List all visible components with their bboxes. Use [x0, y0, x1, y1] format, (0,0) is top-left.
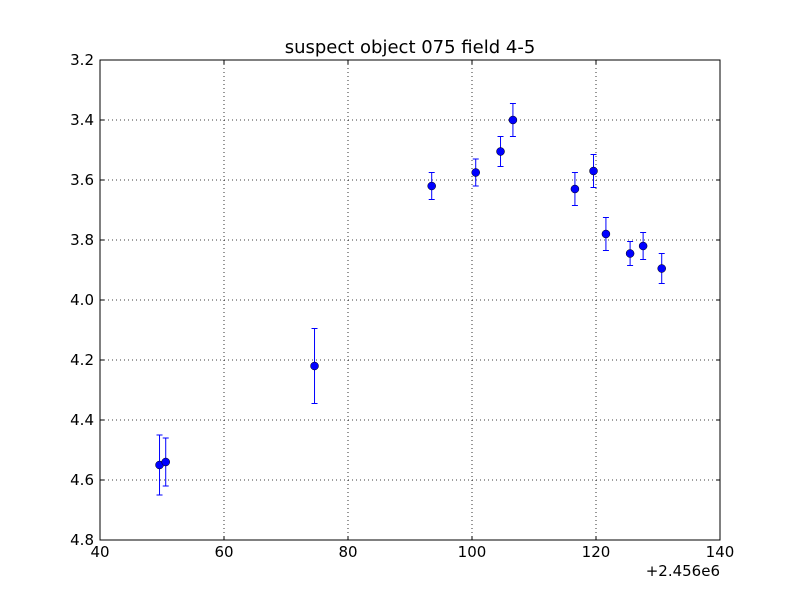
- tick-labels: 40 60 80 100 120 140 3.2 3.4 3.6 3.8 4.0 4.2 4.4 4.6 4…: [70, 51, 734, 561]
- data-point: [657, 264, 666, 273]
- x-tick-label: 100: [458, 543, 487, 561]
- y-tick-label: 4.2: [70, 351, 94, 369]
- y-tick-label: 3.2: [70, 51, 94, 69]
- y-tick-label: 4.6: [70, 471, 94, 489]
- data-point: [625, 249, 635, 258]
- x-tick-label: 60: [214, 543, 233, 561]
- data-point: [508, 115, 518, 125]
- x-tick-label: 120: [582, 543, 611, 561]
- data-point: [638, 241, 648, 251]
- y-tick-label: 3.6: [70, 171, 94, 189]
- data-point: [161, 457, 170, 467]
- data-point: [471, 168, 480, 177]
- data-point: [601, 229, 611, 239]
- data-points: [155, 103, 666, 496]
- y-tick-label: 4.0: [70, 291, 94, 309]
- data-point: [589, 166, 598, 176]
- x-tick-label: 80: [338, 543, 357, 561]
- data-point: [496, 147, 505, 156]
- data-point: [570, 184, 580, 194]
- chart-title: suspect object 075 field 4-5: [285, 37, 536, 58]
- x-tick-label: 40: [90, 543, 109, 561]
- data-point: [427, 181, 436, 191]
- grid-lines: [100, 60, 720, 540]
- y-tick-label: 4.4: [70, 411, 94, 429]
- plot-frame: [99, 59, 721, 541]
- data-point: [310, 361, 319, 371]
- y-tick-label: 4.8: [70, 531, 94, 549]
- x-offset-label: +2.456e6: [646, 562, 720, 580]
- y-tick-label: 3.8: [70, 231, 94, 249]
- x-tick-label: 140: [706, 543, 735, 561]
- y-tick-label: 3.4: [70, 111, 94, 129]
